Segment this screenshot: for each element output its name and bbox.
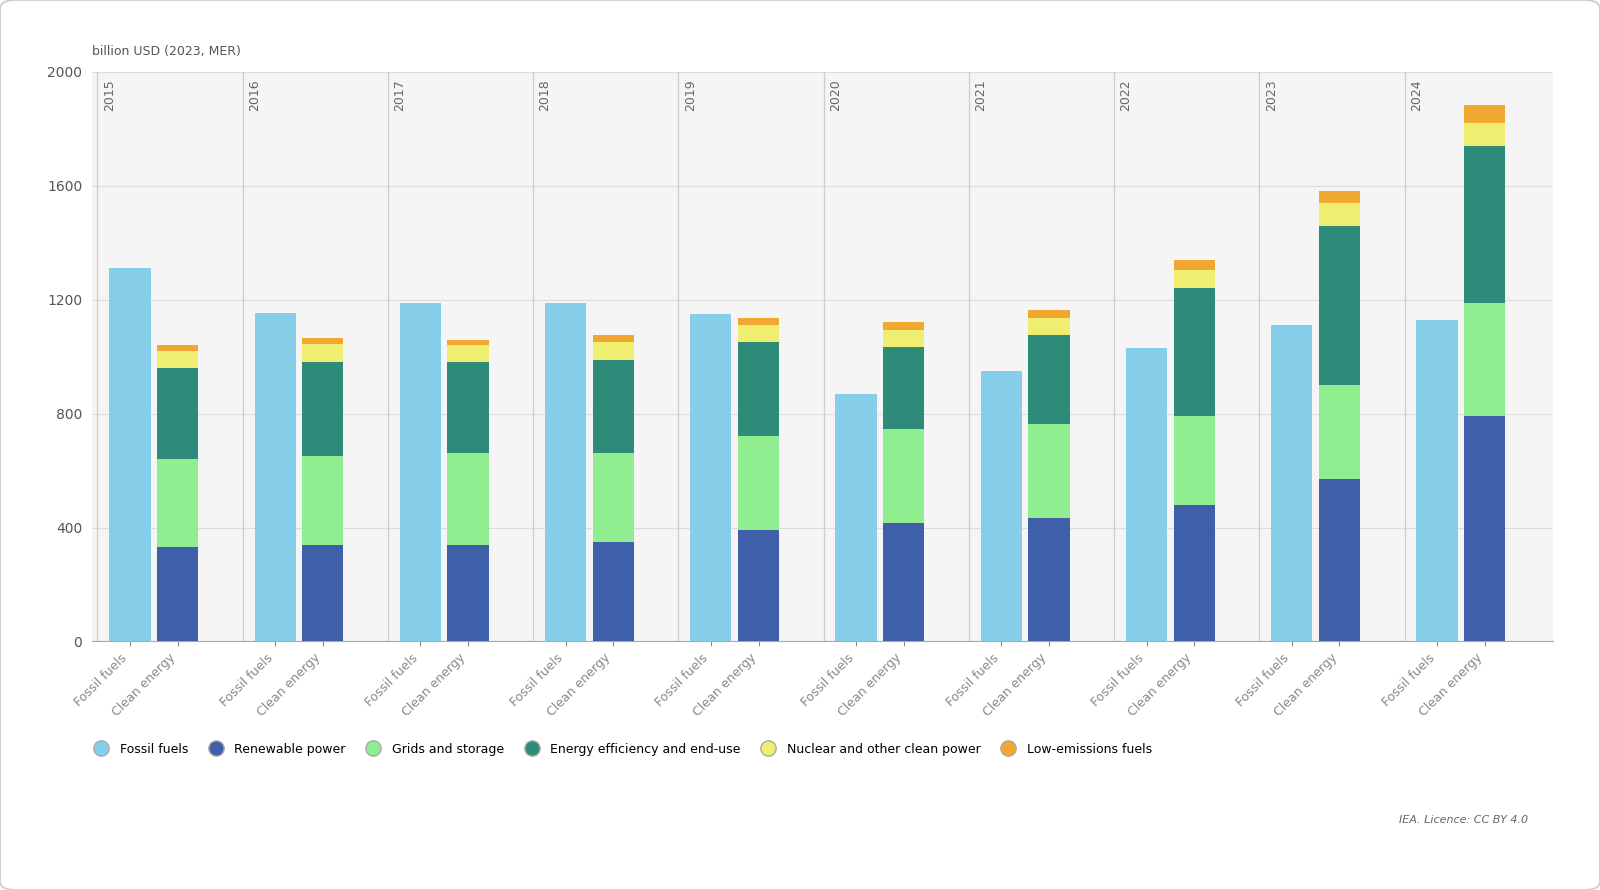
Bar bbox=[1464, 146, 1506, 303]
Text: 2020: 2020 bbox=[829, 79, 842, 110]
Bar bbox=[1464, 417, 1506, 642]
Bar bbox=[592, 454, 634, 542]
Text: 2018: 2018 bbox=[539, 79, 552, 110]
Bar bbox=[1174, 260, 1214, 270]
Text: 2024: 2024 bbox=[1410, 79, 1422, 110]
Bar bbox=[546, 303, 586, 642]
Text: 2016: 2016 bbox=[248, 79, 261, 110]
Bar bbox=[1464, 303, 1506, 417]
Bar bbox=[302, 457, 344, 545]
Bar bbox=[1174, 417, 1214, 505]
Bar bbox=[738, 319, 779, 326]
Bar bbox=[1174, 270, 1214, 288]
Bar bbox=[592, 336, 634, 343]
Bar bbox=[109, 269, 150, 642]
Bar bbox=[690, 314, 731, 642]
Bar bbox=[448, 454, 488, 545]
Bar bbox=[592, 343, 634, 360]
Bar bbox=[883, 322, 925, 329]
Bar bbox=[883, 329, 925, 347]
Bar bbox=[254, 312, 296, 642]
Legend: Fossil fuels, Renewable power, Grids and storage, Energy efficiency and end-use,: Fossil fuels, Renewable power, Grids and… bbox=[83, 738, 1157, 761]
Text: 2015: 2015 bbox=[102, 79, 115, 110]
Bar bbox=[738, 436, 779, 530]
Bar bbox=[1416, 320, 1458, 642]
Bar bbox=[1318, 385, 1360, 479]
Bar bbox=[883, 523, 925, 642]
Bar bbox=[1318, 226, 1360, 385]
Text: 2022: 2022 bbox=[1120, 79, 1133, 110]
Bar bbox=[738, 343, 779, 436]
Bar bbox=[1029, 319, 1070, 336]
Bar bbox=[981, 371, 1022, 642]
Bar bbox=[738, 326, 779, 343]
Bar bbox=[1464, 123, 1506, 146]
Text: 2017: 2017 bbox=[394, 79, 406, 110]
Bar bbox=[448, 345, 488, 362]
Bar bbox=[883, 347, 925, 429]
Bar bbox=[448, 340, 488, 345]
Text: billion USD (2023, MER): billion USD (2023, MER) bbox=[91, 44, 242, 58]
Text: 2021: 2021 bbox=[974, 79, 987, 110]
Bar bbox=[592, 542, 634, 642]
Bar bbox=[302, 362, 344, 457]
Bar bbox=[157, 547, 198, 642]
Bar bbox=[738, 530, 779, 642]
Bar bbox=[1318, 203, 1360, 226]
Bar bbox=[835, 393, 877, 642]
Bar bbox=[1318, 479, 1360, 642]
Bar bbox=[1174, 505, 1214, 642]
Bar bbox=[302, 545, 344, 642]
Bar bbox=[302, 344, 344, 362]
Bar bbox=[1270, 326, 1312, 642]
Bar bbox=[448, 362, 488, 454]
Text: 2019: 2019 bbox=[683, 79, 696, 110]
Bar bbox=[448, 545, 488, 642]
Bar bbox=[883, 429, 925, 523]
Bar bbox=[1126, 348, 1166, 642]
Bar bbox=[302, 338, 344, 344]
Text: 2023: 2023 bbox=[1264, 79, 1278, 110]
Bar bbox=[1029, 310, 1070, 319]
Bar bbox=[592, 360, 634, 454]
Bar bbox=[1464, 105, 1506, 123]
Bar bbox=[157, 345, 198, 351]
Bar bbox=[1029, 336, 1070, 424]
Bar bbox=[1029, 424, 1070, 518]
Text: IEA. Licence: CC BY 4.0: IEA. Licence: CC BY 4.0 bbox=[1398, 815, 1528, 825]
Bar bbox=[1029, 518, 1070, 642]
Bar bbox=[400, 303, 442, 642]
Bar bbox=[1318, 191, 1360, 203]
Bar bbox=[1174, 288, 1214, 417]
Bar bbox=[157, 351, 198, 368]
Bar bbox=[157, 368, 198, 459]
Bar bbox=[157, 459, 198, 547]
